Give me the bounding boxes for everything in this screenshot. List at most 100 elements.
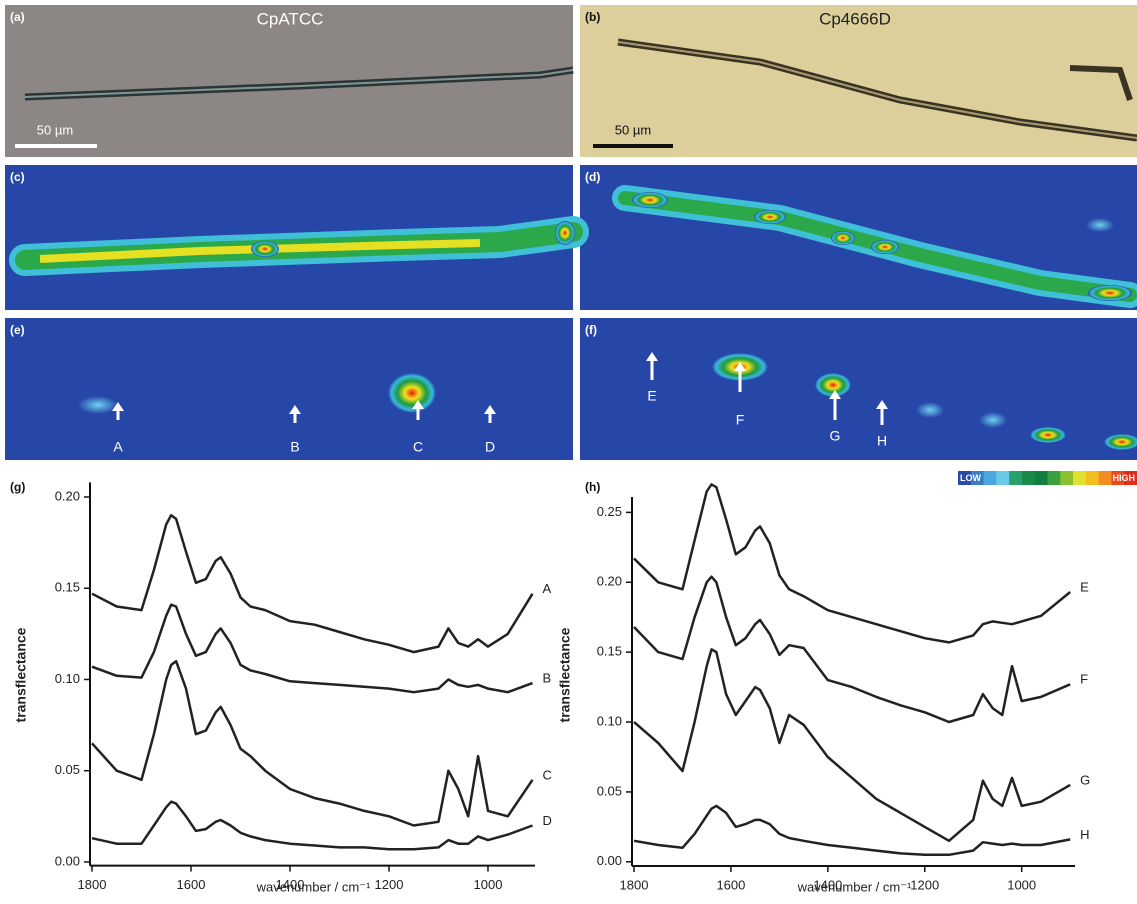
marker-arrow-head bbox=[112, 402, 124, 411]
heat-spot bbox=[1104, 434, 1137, 450]
heat-spot bbox=[916, 402, 944, 418]
colorbar-high: HIGH bbox=[1113, 473, 1136, 483]
series-label: E bbox=[1080, 579, 1089, 594]
x-tick-label: 1600 bbox=[716, 877, 745, 892]
colorbar: LOW HIGH bbox=[958, 471, 1137, 485]
marker-arrow-head bbox=[734, 362, 746, 371]
marker-arrow-head bbox=[876, 400, 888, 409]
series-label: G bbox=[1080, 772, 1090, 787]
panel-label: (c) bbox=[10, 170, 25, 184]
series-label: F bbox=[1080, 672, 1088, 687]
heat-band bbox=[39, 239, 481, 263]
colorbar-cell bbox=[1111, 471, 1125, 485]
marker-label: A bbox=[113, 439, 123, 455]
x-axis-label: wavenumber / cm⁻¹ bbox=[256, 879, 371, 894]
x-tick-label: 1200 bbox=[910, 877, 939, 892]
spectrum-line bbox=[633, 648, 1071, 843]
y-axis-label: transflectance bbox=[13, 627, 29, 722]
colorbar-low: LOW bbox=[960, 473, 981, 483]
heat-spot bbox=[871, 240, 899, 254]
y-tick-label: 0.05 bbox=[597, 783, 622, 798]
marker-arrow-head bbox=[646, 352, 658, 361]
x-tick-label: 1400 bbox=[276, 877, 305, 892]
spectrum-line bbox=[633, 804, 1071, 857]
x-tick-label: 1000 bbox=[1007, 877, 1036, 892]
x-tick-label: 1000 bbox=[474, 877, 503, 892]
series-label: H bbox=[1080, 827, 1089, 842]
heat-spot bbox=[1086, 218, 1114, 232]
heat-spot bbox=[555, 221, 575, 245]
y-tick-label: 0.10 bbox=[55, 671, 80, 686]
colorbar-cell bbox=[970, 471, 985, 485]
marker-label: H bbox=[877, 433, 887, 449]
hypha bbox=[24, 69, 574, 98]
panel-label: (f) bbox=[585, 323, 597, 337]
marker-arrow-head bbox=[484, 405, 496, 414]
colorbar-cell bbox=[958, 471, 972, 485]
spectrum-line bbox=[633, 483, 1071, 644]
panel-title: CpATCC bbox=[257, 9, 324, 28]
colorbar-cell bbox=[1009, 471, 1023, 485]
heat-spot bbox=[251, 241, 279, 257]
panel-label: (g) bbox=[10, 480, 25, 494]
spectrum-line bbox=[633, 575, 1071, 724]
series-label: D bbox=[543, 813, 552, 828]
heat-spot bbox=[831, 231, 855, 245]
marker-arrow-head bbox=[412, 400, 424, 409]
colorbar-cell bbox=[983, 471, 997, 485]
spectrum-line bbox=[91, 513, 534, 654]
heat-spot bbox=[754, 210, 786, 224]
series-label: C bbox=[543, 767, 552, 782]
scale-bar-label: 50 µm bbox=[37, 122, 73, 137]
heat-spot bbox=[815, 373, 851, 397]
marker-label: F bbox=[736, 412, 745, 428]
y-tick-label: 0.10 bbox=[597, 713, 622, 728]
panel-label: (e) bbox=[10, 323, 25, 337]
panel-label: (h) bbox=[585, 480, 600, 494]
x-tick-label: 1400 bbox=[813, 877, 842, 892]
colorbar-cell bbox=[1060, 471, 1074, 485]
panel-label: (d) bbox=[585, 170, 600, 184]
y-tick-label: 0.05 bbox=[55, 762, 80, 777]
panel-label: (b) bbox=[585, 10, 600, 24]
scale-bar-label: 50 µm bbox=[615, 122, 651, 137]
colorbar-cell bbox=[1098, 471, 1112, 485]
x-tick-label: 1600 bbox=[177, 877, 206, 892]
colorbar-cell bbox=[1021, 471, 1036, 485]
heatmap bbox=[5, 318, 573, 460]
y-tick-label: 0.20 bbox=[597, 574, 622, 589]
y-tick-label: 0.25 bbox=[597, 504, 622, 519]
marker-arrow-head bbox=[289, 405, 301, 414]
x-axis-label: wavenumber / cm⁻¹ bbox=[797, 879, 912, 894]
spectrum-line bbox=[91, 659, 534, 827]
micrograph bbox=[580, 5, 1137, 157]
colorbar-cell bbox=[1073, 471, 1087, 485]
hypha bbox=[1069, 65, 1133, 101]
y-tick-label: 0.00 bbox=[55, 853, 80, 868]
colorbar-cell bbox=[996, 471, 1010, 485]
series-label: B bbox=[543, 671, 552, 686]
series-label: A bbox=[543, 581, 552, 596]
heat-band bbox=[618, 191, 1137, 302]
hypha bbox=[617, 41, 1137, 139]
heat-spot bbox=[388, 373, 436, 413]
spectrum-line bbox=[91, 800, 533, 851]
y-axis-label: transflectance bbox=[557, 627, 573, 722]
x-tick-label: 1800 bbox=[620, 877, 649, 892]
marker-arrow-head bbox=[829, 390, 841, 399]
x-tick-label: 1800 bbox=[78, 877, 107, 892]
y-tick-label: 0.15 bbox=[597, 644, 622, 659]
panel-title: Cp4666D bbox=[819, 9, 891, 28]
colorbar-cell bbox=[1085, 471, 1100, 485]
heat-spot bbox=[78, 396, 118, 414]
x-tick-label: 1200 bbox=[375, 877, 404, 892]
y-tick-label: 0.15 bbox=[55, 580, 80, 595]
colorbar-cell bbox=[1034, 471, 1048, 485]
panel-label: (a) bbox=[10, 10, 25, 24]
marker-label: B bbox=[290, 439, 299, 455]
spectrum-line bbox=[91, 603, 533, 694]
marker-label: C bbox=[413, 439, 423, 455]
marker-label: G bbox=[830, 428, 841, 444]
y-tick-label: 0.20 bbox=[55, 488, 80, 503]
